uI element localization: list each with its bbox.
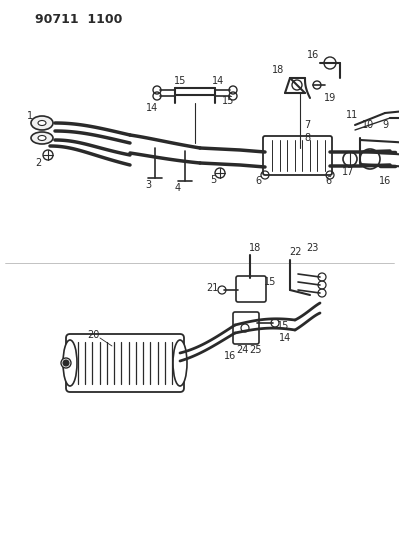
Text: 22: 22 bbox=[289, 247, 301, 257]
Text: 23: 23 bbox=[306, 243, 318, 253]
Text: 15: 15 bbox=[277, 321, 289, 331]
FancyBboxPatch shape bbox=[66, 334, 184, 392]
Text: 4: 4 bbox=[175, 183, 181, 193]
Ellipse shape bbox=[31, 132, 53, 144]
Text: 11: 11 bbox=[346, 110, 358, 120]
Text: 2: 2 bbox=[35, 158, 41, 168]
Ellipse shape bbox=[38, 135, 46, 141]
Text: 6: 6 bbox=[325, 176, 331, 186]
FancyBboxPatch shape bbox=[233, 312, 259, 344]
Text: 18: 18 bbox=[249, 243, 261, 253]
Text: 15: 15 bbox=[222, 96, 234, 106]
FancyBboxPatch shape bbox=[236, 276, 266, 302]
FancyBboxPatch shape bbox=[263, 136, 332, 175]
Ellipse shape bbox=[63, 340, 77, 386]
Text: 24: 24 bbox=[236, 345, 248, 355]
Text: 6: 6 bbox=[255, 176, 261, 186]
Text: 3: 3 bbox=[145, 180, 151, 190]
Ellipse shape bbox=[173, 340, 187, 386]
Ellipse shape bbox=[360, 149, 380, 169]
Ellipse shape bbox=[38, 120, 46, 125]
Text: 9: 9 bbox=[382, 120, 388, 130]
Text: 1: 1 bbox=[27, 111, 33, 121]
Text: 14: 14 bbox=[279, 333, 291, 343]
Text: 19: 19 bbox=[324, 93, 336, 103]
Text: 5: 5 bbox=[210, 175, 216, 185]
Text: 7: 7 bbox=[304, 120, 310, 130]
Text: 18: 18 bbox=[272, 65, 284, 75]
Text: 16: 16 bbox=[224, 351, 236, 361]
Text: 14: 14 bbox=[146, 103, 158, 113]
Text: 10: 10 bbox=[362, 120, 374, 130]
Text: 90711  1100: 90711 1100 bbox=[35, 13, 122, 26]
Circle shape bbox=[63, 360, 69, 366]
Ellipse shape bbox=[61, 358, 71, 368]
Text: 16: 16 bbox=[307, 50, 319, 60]
Text: 17: 17 bbox=[342, 167, 354, 177]
Text: 16: 16 bbox=[379, 176, 391, 186]
Text: 15: 15 bbox=[264, 277, 276, 287]
Text: 8: 8 bbox=[304, 133, 310, 143]
Text: 25: 25 bbox=[249, 345, 261, 355]
Text: 21: 21 bbox=[206, 283, 218, 293]
Text: 15: 15 bbox=[174, 76, 186, 86]
Text: 14: 14 bbox=[212, 76, 224, 86]
Text: 20: 20 bbox=[87, 330, 99, 340]
Ellipse shape bbox=[31, 116, 53, 130]
